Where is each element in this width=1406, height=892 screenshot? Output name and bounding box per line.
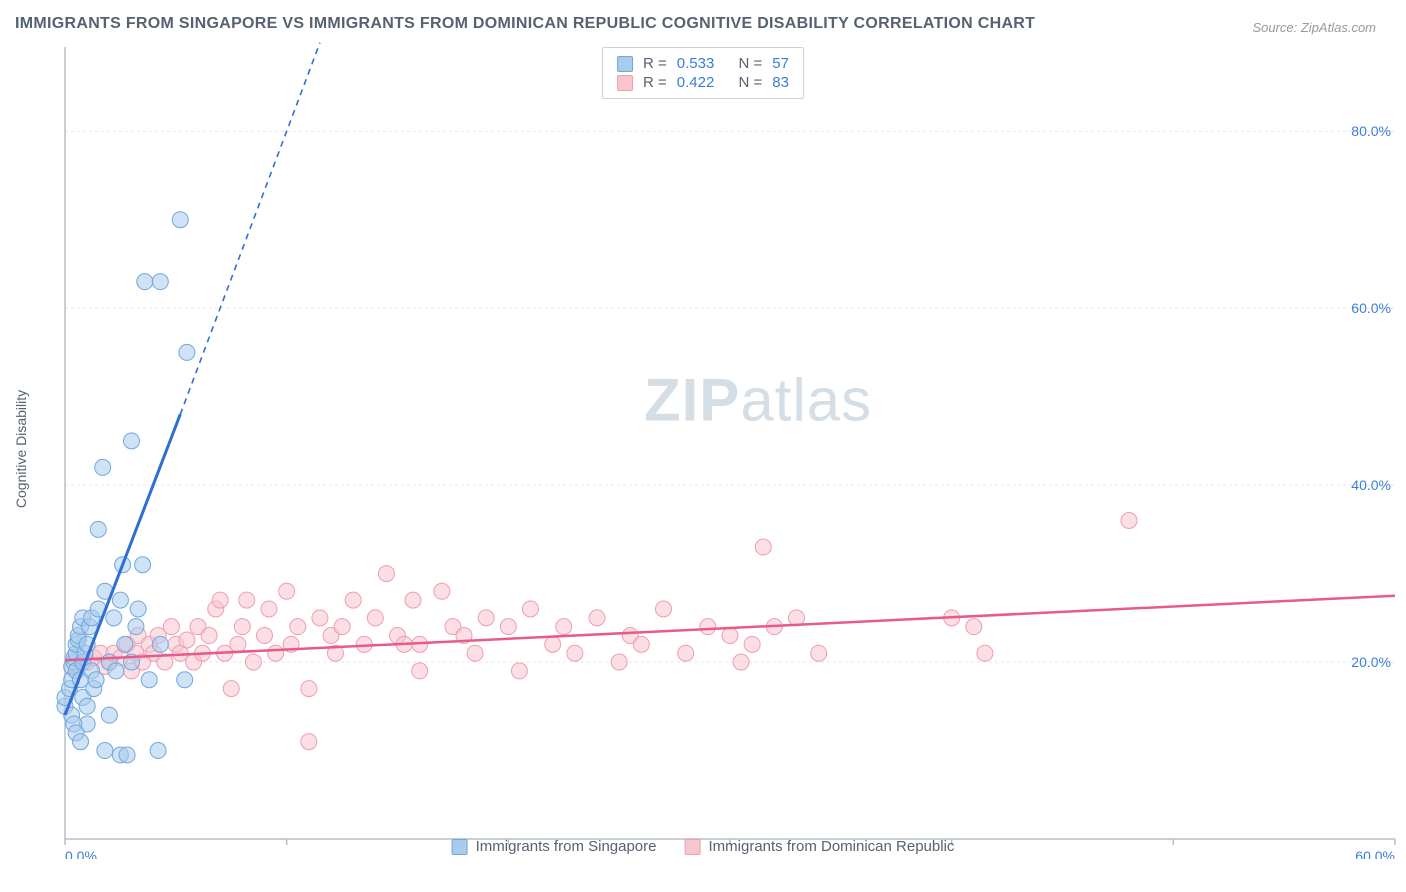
plot-area: Cognitive Disability ZIPatlas 20.0%40.0%… (15, 39, 1391, 859)
svg-text:0.0%: 0.0% (65, 848, 97, 859)
stats-row-1: R = 0.533 N = 57 (617, 54, 789, 73)
stats-box: R = 0.533 N = 57 R = 0.422 N = 83 (602, 47, 804, 99)
series2-swatch (617, 75, 633, 91)
svg-text:80.0%: 80.0% (1351, 123, 1391, 139)
chart-title: IMMIGRANTS FROM SINGAPORE VS IMMIGRANTS … (15, 15, 1391, 33)
y-axis-label: Cognitive Disability (13, 390, 29, 508)
scatter-chart: 20.0% 40.0% 60.0% 80.0% 0.0% 60.0% (15, 39, 1406, 859)
svg-text:40.0%: 40.0% (1351, 477, 1391, 493)
bottom-legend: Immigrants from Singapore Immigrants fro… (452, 838, 955, 855)
chart-container: IMMIGRANTS FROM SINGAPORE VS IMMIGRANTS … (0, 0, 1406, 892)
svg-text:60.0%: 60.0% (1351, 300, 1391, 316)
source-label: Source: ZipAtlas.com (1252, 20, 1376, 35)
stats-row-2: R = 0.422 N = 83 (617, 73, 789, 92)
svg-text:20.0%: 20.0% (1351, 654, 1391, 670)
svg-text:60.0%: 60.0% (1355, 848, 1395, 859)
legend-item-1: Immigrants from Singapore (452, 838, 657, 855)
series1-swatch (452, 839, 468, 855)
legend-item-2: Immigrants from Dominican Republic (684, 838, 954, 855)
series2-swatch (684, 839, 700, 855)
series1-swatch (617, 56, 633, 72)
